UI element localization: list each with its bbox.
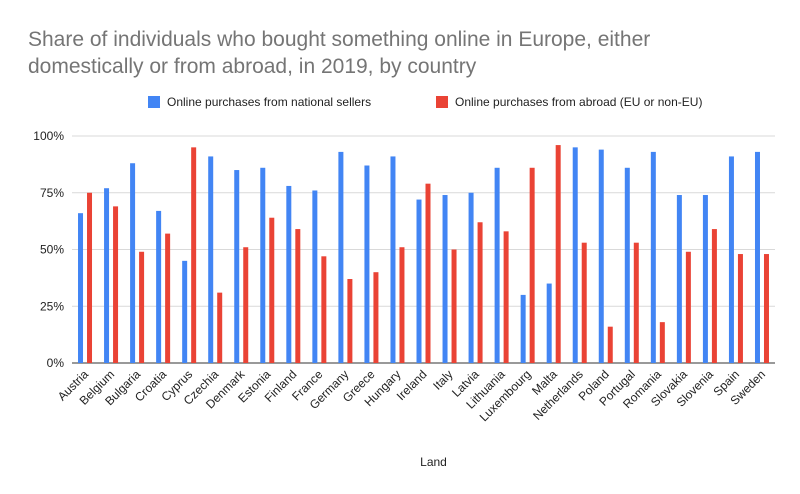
bar-national — [468, 192, 474, 363]
bar-national — [442, 195, 448, 363]
bar-national — [78, 213, 84, 363]
bar-national — [416, 199, 422, 363]
bar-national — [754, 151, 760, 363]
legend-label: Online purchases from national sellers — [167, 95, 371, 109]
bar-national — [598, 149, 604, 363]
bar-abroad — [685, 251, 691, 363]
bar-abroad — [269, 217, 275, 363]
bar-abroad — [451, 249, 457, 363]
bar-abroad — [321, 256, 327, 363]
y-tick-label: 100% — [33, 129, 64, 143]
bar-national — [390, 156, 396, 363]
bar-abroad — [477, 222, 483, 363]
bar-national — [130, 163, 136, 363]
bar-abroad — [87, 192, 93, 363]
y-tick-label: 75% — [40, 186, 64, 200]
bar-national — [494, 167, 500, 363]
bar-abroad — [633, 242, 639, 363]
bar-abroad — [373, 272, 379, 363]
bar-abroad — [243, 247, 249, 363]
bar-national — [156, 210, 162, 363]
bar-abroad — [659, 322, 665, 363]
bar-abroad — [139, 251, 145, 363]
bar-abroad — [425, 183, 431, 363]
bar-abroad — [711, 229, 717, 363]
y-tick-label: 25% — [40, 299, 64, 313]
bar-national — [364, 165, 370, 363]
bar-national — [338, 151, 344, 363]
bar-abroad — [191, 147, 197, 363]
bar-abroad — [581, 242, 587, 363]
bar-abroad — [737, 254, 743, 363]
bar-abroad — [529, 167, 535, 363]
x-tick-label: Ireland — [394, 367, 430, 403]
legend-label: Online purchases from abroad (EU or non-… — [455, 95, 702, 109]
bar-national — [182, 260, 188, 363]
bar-national — [208, 156, 214, 363]
bar-national — [728, 156, 734, 363]
bar-national — [702, 195, 708, 363]
bar-national — [234, 170, 240, 363]
chart-title: Share of individuals who bought somethin… — [28, 28, 651, 78]
bar-national — [312, 190, 318, 363]
bar-abroad — [347, 279, 353, 363]
bar-abroad — [763, 254, 769, 363]
bar-national — [520, 294, 526, 363]
bar-abroad — [165, 233, 171, 363]
legend-swatch — [436, 96, 448, 108]
bar-national — [104, 188, 110, 363]
y-tick-label: 50% — [40, 243, 64, 257]
x-axis-title: Land — [420, 455, 447, 469]
bar-abroad — [607, 326, 613, 363]
bar-national — [650, 151, 656, 363]
bar-national — [260, 167, 266, 363]
bar-national — [676, 195, 682, 363]
bar-abroad — [217, 292, 223, 363]
bar-abroad — [399, 247, 405, 363]
bar-national — [624, 167, 630, 363]
bar-national — [572, 147, 578, 363]
bar-abroad — [555, 145, 561, 363]
bar-national — [286, 185, 292, 363]
bar-abroad — [113, 206, 119, 363]
legend-swatch — [148, 96, 160, 108]
y-tick-label: 0% — [47, 356, 65, 370]
bar-national — [546, 283, 552, 363]
bar-abroad — [295, 229, 301, 363]
bar-abroad — [503, 231, 509, 363]
